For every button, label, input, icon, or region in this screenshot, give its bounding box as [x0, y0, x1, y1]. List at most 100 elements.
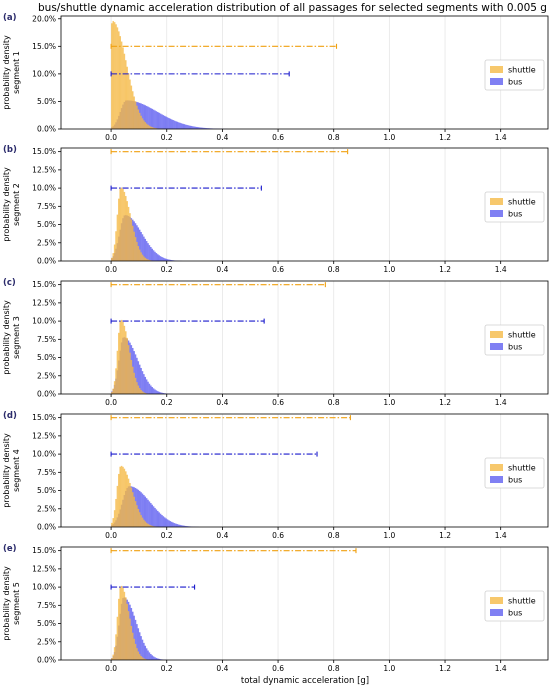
shuttle-bar [134, 377, 137, 394]
x-tick-label: 1.0 [383, 265, 395, 274]
legend-swatch-bus [490, 476, 503, 483]
plot-frame [60, 413, 549, 528]
bus-bar [143, 495, 145, 527]
shuttle-bar [134, 237, 137, 261]
bus-bar [134, 619, 137, 660]
y-tick-label: 5.0% [37, 353, 56, 362]
shuttle-bar [119, 188, 121, 261]
shuttle-bar [113, 22, 116, 130]
bus-bar [155, 390, 158, 394]
legend-label-bus: bus [508, 343, 522, 352]
bus-bar [173, 120, 176, 129]
shuttle-bar [123, 591, 126, 660]
shuttle-bar [129, 618, 131, 660]
bus-bar [183, 124, 185, 129]
bus-bar [162, 516, 165, 527]
bus-bar [163, 258, 166, 261]
bus-bar [184, 124, 187, 129]
shuttle-bar [136, 648, 138, 660]
shuttle-bar [143, 120, 145, 129]
y-tick-label: 2.5% [37, 504, 56, 513]
shuttle-bar [138, 249, 141, 261]
x-tick-label: 0.6 [272, 265, 284, 274]
bus-bar [144, 238, 147, 261]
bus-bar [151, 387, 153, 394]
bus-bar [145, 498, 148, 527]
shuttle-bar [141, 118, 144, 129]
shuttle-histogram [111, 465, 160, 527]
bus-bar [165, 258, 167, 261]
shuttle-bar [111, 257, 113, 261]
bus-bar [154, 389, 156, 394]
x-tick-label: 1.0 [383, 664, 395, 673]
shuttle-bar [115, 231, 117, 261]
shuttle-bar [111, 658, 113, 660]
bus-bar [143, 642, 145, 660]
bus-bar [138, 490, 141, 527]
shuttle-bar [144, 658, 147, 660]
shuttle-bar [136, 505, 138, 527]
shuttle-bar [126, 66, 128, 129]
shuttle-bar [115, 24, 117, 129]
bus-bar [147, 381, 149, 394]
x-tick-label: 1.4 [495, 133, 507, 142]
shuttle-bar [119, 36, 121, 129]
shuttle-bar [130, 219, 133, 261]
bus-bar [168, 520, 170, 527]
shuttle-bar [131, 225, 134, 261]
panel-2: 0.0 0.2 0.4 0.6 0.8 1.0 1.2 1.4 0.0% 2.5% 5.0% 7.5%… [2, 145, 549, 274]
shuttle-bar [111, 23, 113, 129]
shuttle-bar [131, 366, 134, 394]
shuttle-bar [140, 515, 142, 527]
x-tick-label: 0.0 [105, 398, 117, 407]
panel-label: (e) [3, 544, 17, 554]
shuttle-bar [126, 603, 128, 660]
legend-label-shuttle: shuttle [508, 597, 536, 606]
bus-bar [162, 393, 165, 394]
shuttle-bar [133, 96, 135, 129]
x-tick-label: 0.8 [328, 133, 340, 142]
shuttle-bar [144, 122, 147, 129]
shuttle-bar [147, 124, 149, 129]
y-tick-label: 10.0% [32, 69, 56, 78]
shuttle-bar [111, 392, 113, 394]
bus-bar [137, 361, 140, 394]
shuttle-bar [125, 471, 127, 527]
y-tick-label: 12.5% [32, 298, 56, 307]
y-axis-label-line: probability density [2, 35, 11, 110]
plot-frame [60, 280, 549, 395]
shuttle-bar [129, 482, 131, 527]
bus-bar [177, 524, 180, 527]
y-axis-label-line: segment 2 [12, 183, 21, 226]
bus-bar [175, 523, 177, 527]
shuttle-bar [133, 496, 135, 527]
shuttle-bar [113, 244, 116, 261]
bus-bar [155, 111, 158, 129]
shuttle-bar [150, 126, 152, 129]
legend-swatch-shuttle [490, 198, 503, 205]
y-axis-label-line: probability density [2, 300, 11, 375]
shuttle-bar [152, 127, 155, 129]
bus-bar [200, 127, 202, 129]
shuttle-bar [113, 510, 116, 527]
bus-bar [168, 259, 170, 261]
legend-swatch-shuttle [490, 66, 503, 73]
legend-label-shuttle: shuttle [508, 464, 536, 473]
y-tick-label: 12.5% [32, 431, 56, 440]
bus-bar [145, 241, 148, 261]
y-tick-label: 7.5% [37, 202, 56, 211]
figure-title: bus/shuttle dynamic acceleration distrib… [38, 2, 550, 14]
y-tick-label: 12.5% [32, 165, 56, 174]
shuttle-bar [113, 647, 116, 660]
shuttle-bar [127, 73, 130, 129]
shuttle-bar [123, 191, 126, 261]
bus-bar [173, 523, 176, 527]
y-tick-label: 15.0% [32, 280, 56, 289]
bus-bar [152, 656, 155, 660]
bus-bar [202, 127, 205, 129]
y-tick-label: 0.0% [37, 523, 56, 532]
shuttle-bar [119, 321, 121, 394]
shuttle-histogram [111, 21, 165, 130]
panel-label: (c) [3, 278, 16, 288]
